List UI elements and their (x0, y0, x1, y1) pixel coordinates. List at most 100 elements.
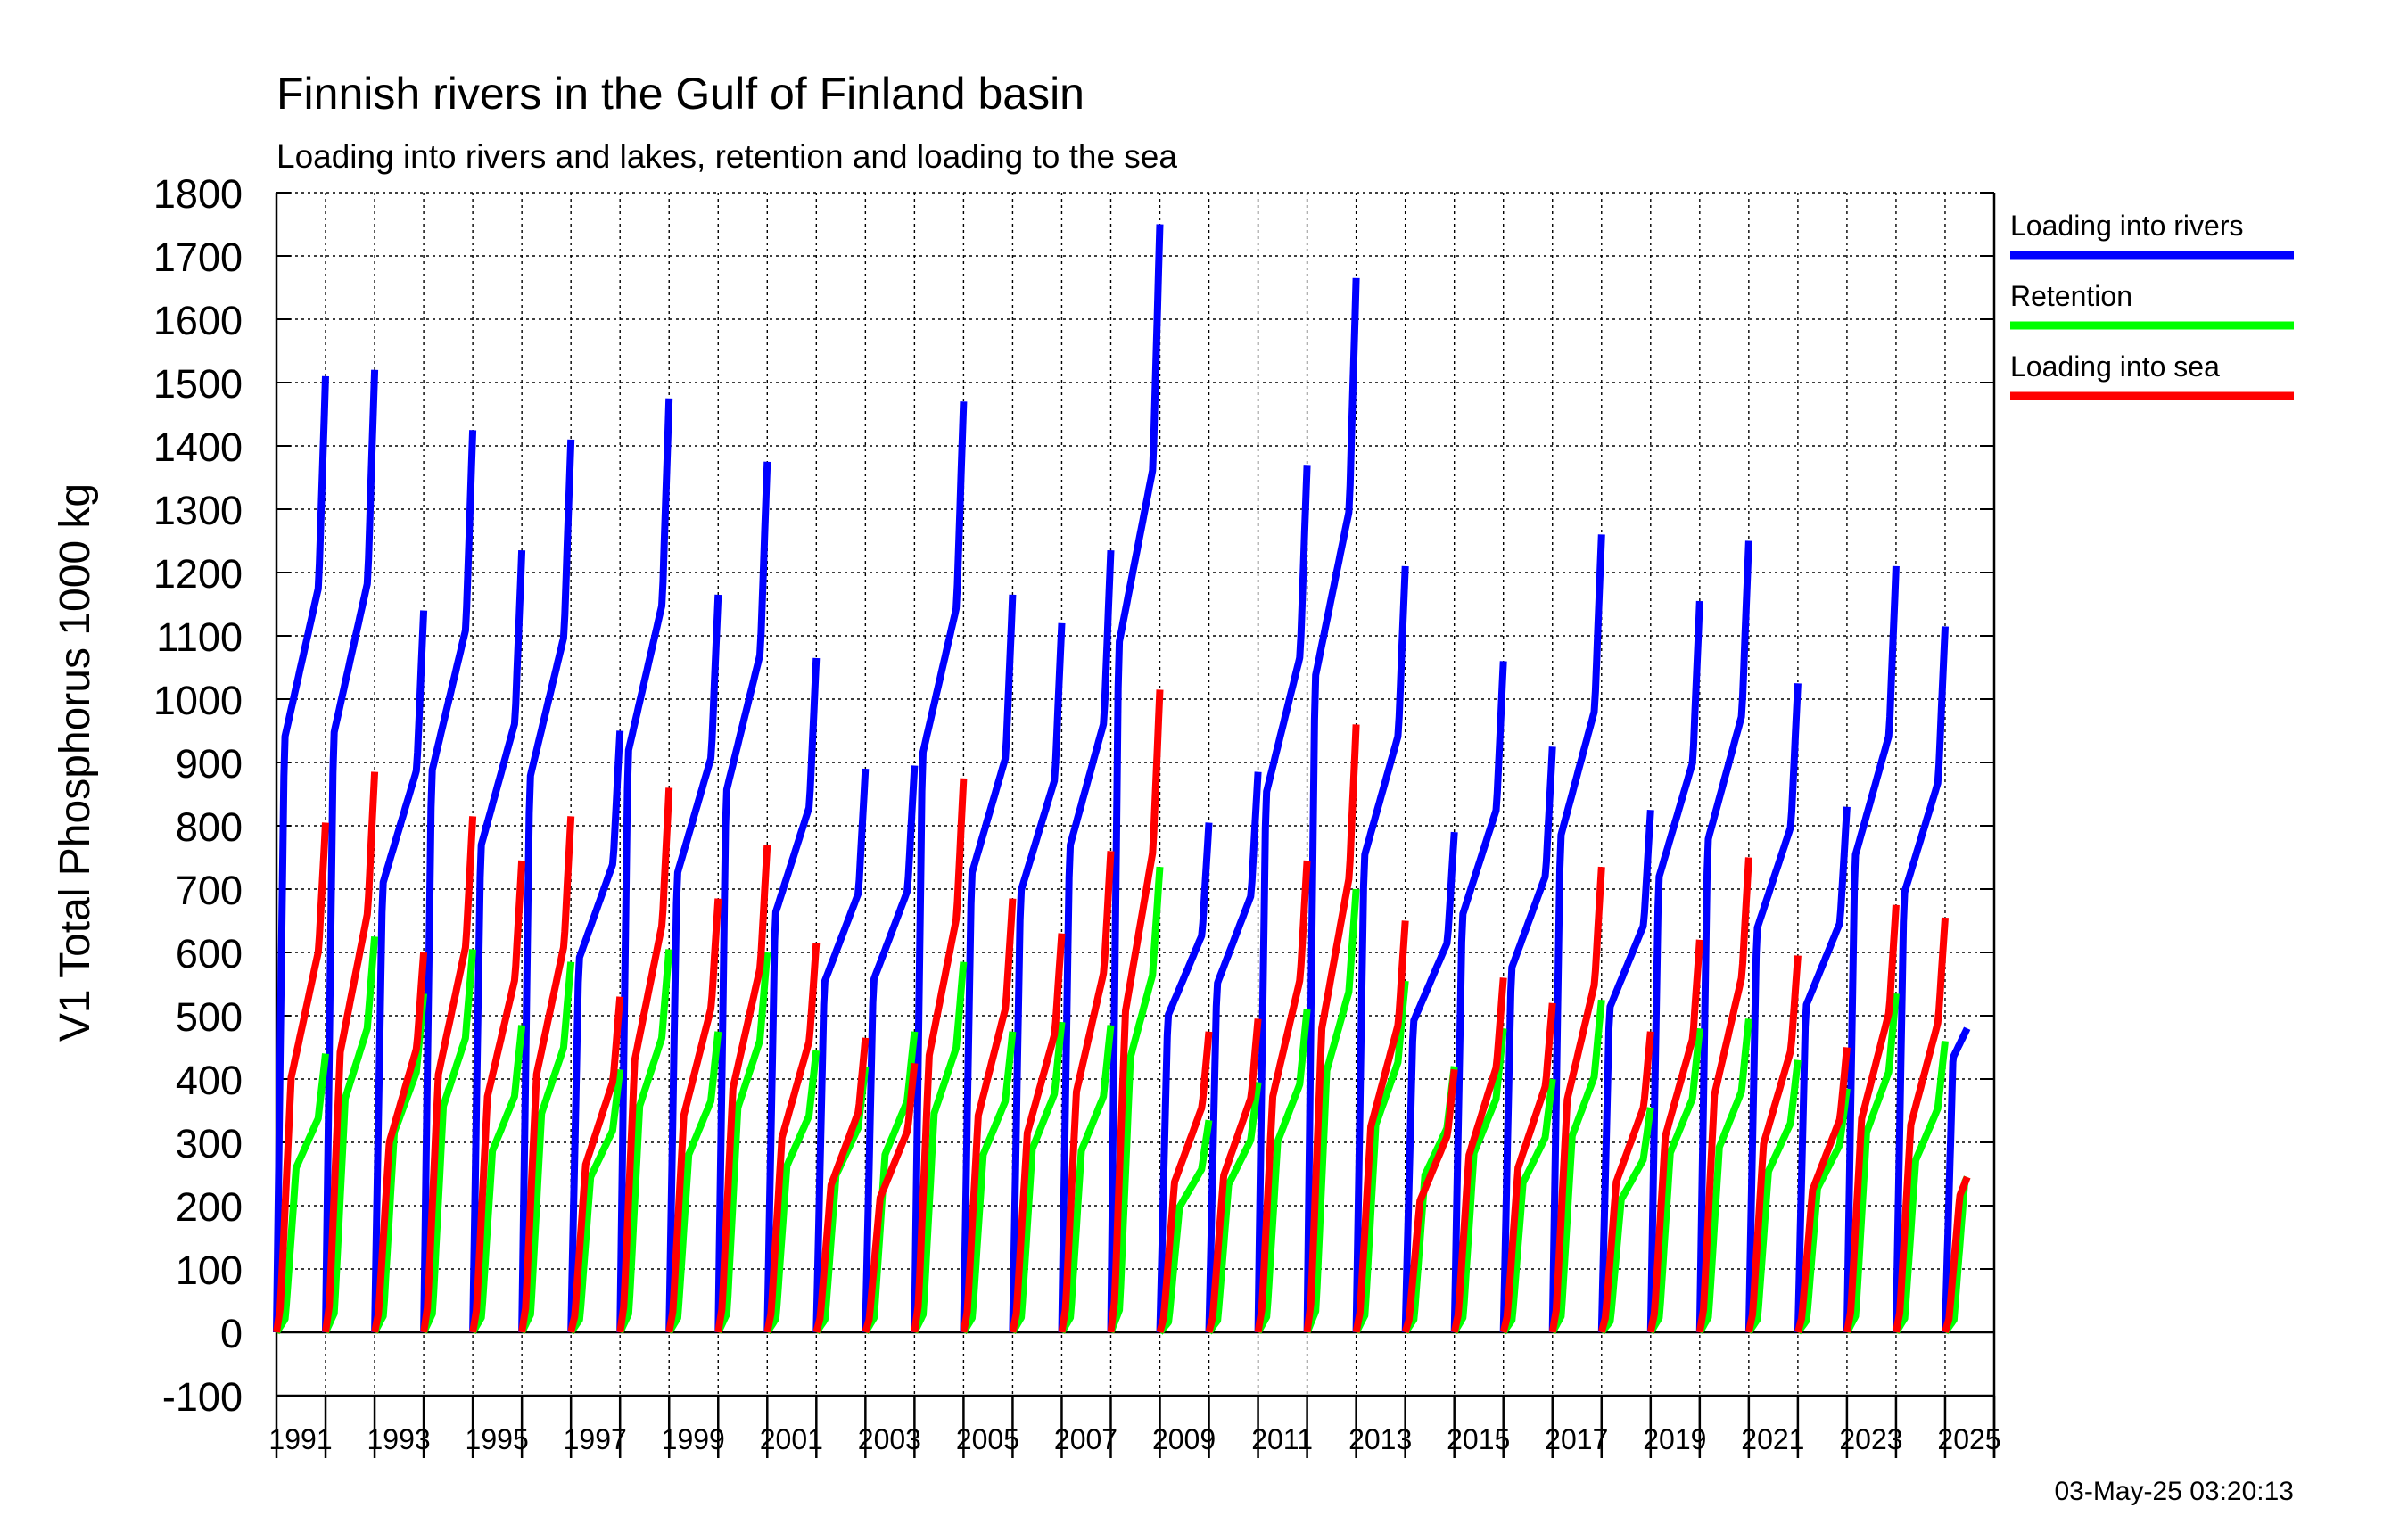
series-year-line (518, 439, 575, 1333)
series-year-line (960, 594, 1017, 1333)
series-year-line (812, 768, 870, 1333)
series-year-line (1646, 600, 1703, 1333)
series-year-line (763, 1050, 821, 1335)
y-tick-label: 500 (176, 994, 243, 1040)
x-tick-label: 2013 (1348, 1423, 1412, 1455)
series-year-line (714, 952, 771, 1334)
series-year-line (1156, 1031, 1213, 1334)
chart-subtitle: Loading into rivers and lakes, retention… (276, 138, 1177, 175)
y-tick-label: 1800 (153, 171, 243, 217)
series-year-line (273, 1053, 329, 1335)
series-year-line (1745, 1059, 1802, 1335)
y-tick-label: 700 (176, 868, 243, 913)
x-tick-labels: 1991 1993 1995 1997 1999 2001 2003 2005 2007 2009… (268, 1423, 2000, 1455)
x-tick-label: 2001 (760, 1423, 823, 1455)
y-tick-label: -100 (162, 1374, 243, 1420)
series-year-line (911, 778, 968, 1333)
x-tick-label: 2009 (1152, 1423, 1216, 1455)
y-tick-label: 1400 (153, 424, 243, 470)
y-tick-label: 1300 (153, 488, 243, 533)
x-tick-label: 2017 (1545, 1423, 1608, 1455)
series-year-line (1696, 1018, 1752, 1335)
series-year-line (1009, 1021, 1066, 1335)
series-year-line (322, 771, 379, 1333)
x-tick-label: 2023 (1839, 1423, 1902, 1455)
y-tick-label: 1100 (156, 614, 243, 660)
series-year-line (1255, 1009, 1311, 1334)
series-year-line (1597, 1031, 1654, 1333)
series-year-line (1303, 888, 1360, 1334)
series-year-line (1107, 866, 1164, 1334)
chart-title: Finnish rivers in the Gulf of Finland ba… (276, 69, 1084, 119)
x-tick-label: 1995 (466, 1423, 529, 1455)
series-year-line (1451, 1027, 1507, 1335)
series-year-line (567, 996, 624, 1333)
y-tick-label: 100 (176, 1248, 243, 1293)
x-tick-label: 1999 (662, 1423, 725, 1455)
series-year-line (1009, 933, 1066, 1333)
series-year-line (1744, 683, 1802, 1333)
series-year-line (1303, 724, 1360, 1333)
series-year-line (1205, 771, 1262, 1333)
legend-label-loading-into-sea: Loading into sea (2010, 350, 2220, 383)
series-year-line (1352, 920, 1409, 1333)
series-year-line (1843, 904, 1900, 1333)
y-tick-labels: -100 0 100 200 300 400 500 600 700 800 900 1000 1100… (153, 171, 243, 1420)
series-year-line (1892, 626, 1949, 1333)
series-year-line (1892, 917, 1949, 1333)
series-year-line (1352, 565, 1409, 1333)
series-year-line (1205, 1018, 1262, 1333)
series-layer (273, 224, 1971, 1336)
y-tick-label: 900 (176, 741, 243, 787)
series-year-line (1353, 980, 1409, 1334)
timestamp: 03-May-25 03:20:13 (2054, 1477, 2294, 1506)
series-year-line (567, 1068, 624, 1335)
series-year-line (714, 461, 771, 1333)
series-year-line (1794, 1088, 1851, 1335)
y-tick-label: 1600 (153, 298, 243, 343)
series-year-line (1942, 1174, 1971, 1334)
series-year-line (1744, 955, 1802, 1333)
series-year-line (1254, 465, 1311, 1333)
series-loading-into-sea (273, 689, 1971, 1334)
series-year-line (1303, 277, 1360, 1333)
y-tick-label: 0 (220, 1311, 243, 1356)
series-year-line (1893, 1040, 1949, 1335)
series-year-line (862, 765, 919, 1333)
series-year-line (1401, 1068, 1458, 1334)
y-tick-label: 300 (176, 1121, 243, 1166)
series-year-line (1254, 860, 1311, 1333)
series-year-line (518, 816, 575, 1333)
legend-label-loading-into-rivers: Loading into rivers (2010, 210, 2243, 242)
series-year-line (1401, 831, 1458, 1333)
series-year-line (911, 961, 968, 1334)
series-year-line (1499, 746, 1556, 1333)
x-tick-label: 2019 (1643, 1423, 1706, 1455)
series-year-line (763, 657, 821, 1333)
series-year-line (665, 594, 722, 1333)
series-year-line (273, 822, 329, 1333)
series-loading-into-rivers (273, 224, 1971, 1333)
x-tick-label: 2005 (956, 1423, 1019, 1455)
x-tick-label: 1991 (268, 1423, 332, 1455)
series-year-line (1549, 999, 1605, 1334)
series-year-line (1450, 661, 1507, 1333)
series-year-line (273, 375, 329, 1333)
series-year-line (469, 1025, 526, 1335)
series-year-line (665, 898, 722, 1333)
series-year-line (1843, 993, 1900, 1334)
series-year-line (960, 898, 1017, 1333)
series-year-line (469, 549, 526, 1333)
x-tick-label: 2021 (1741, 1423, 1804, 1455)
x-tick-label: 2015 (1447, 1423, 1510, 1455)
series-year-line (763, 943, 821, 1333)
series-year-line (1107, 224, 1164, 1333)
series-year-line (1695, 857, 1752, 1333)
series-year-line (1598, 1107, 1654, 1335)
x-tick-label: 1993 (367, 1423, 430, 1455)
series-year-line (1499, 1002, 1556, 1333)
series-year-line (616, 398, 673, 1333)
y-tick-label: 1500 (153, 361, 243, 407)
x-tick-label: 2007 (1054, 1423, 1117, 1455)
